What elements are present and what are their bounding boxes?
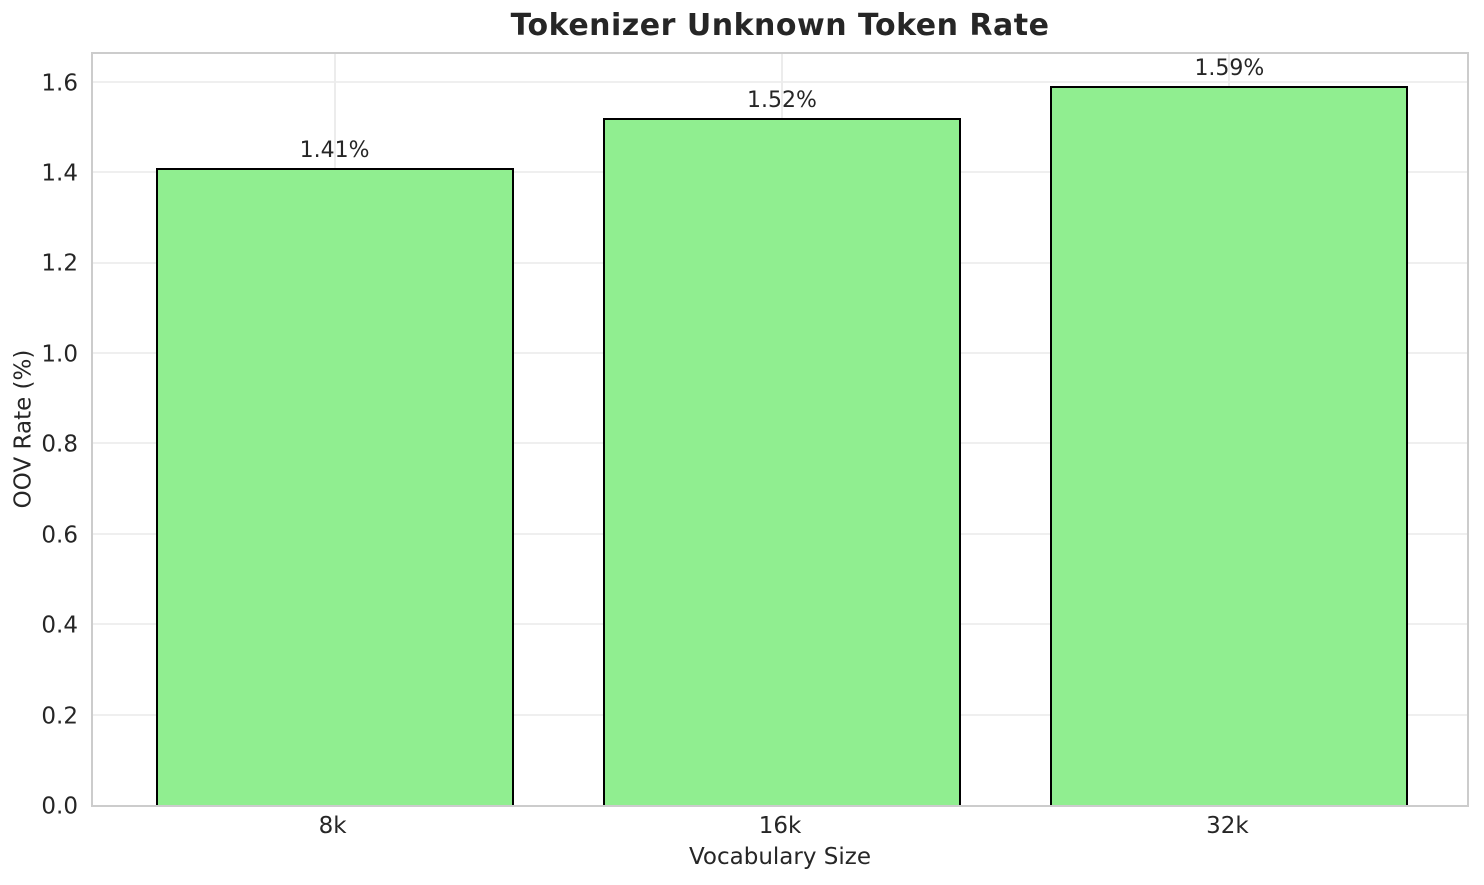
y-tick-1.4: 1.4: [41, 160, 78, 187]
x-tick-32k: 32k: [1206, 813, 1249, 839]
y-tick-1.0: 1.0: [41, 341, 78, 368]
plot-area: 1.41% 1.52% 1.59%: [91, 52, 1469, 807]
y-axis-label: OOV Rate (%): [10, 349, 37, 509]
chart-title: Tokenizer Unknown Token Rate: [510, 8, 1050, 43]
bar-value-label-16k: 1.52%: [747, 87, 817, 113]
y-tick-1.2: 1.2: [41, 250, 78, 277]
h-gridline-1.6: [93, 80, 1467, 83]
bar-32k: [1050, 86, 1409, 805]
bar-value-label-32k: 1.59%: [1194, 56, 1265, 82]
x-tick-8k: 8k: [318, 813, 347, 839]
y-tick-1.6: 1.6: [41, 70, 78, 97]
bar-16k: [603, 117, 961, 805]
bar-value-label-8k: 1.41%: [299, 137, 370, 163]
bar-8k: [155, 167, 514, 805]
y-tick-0.4: 0.4: [41, 612, 78, 639]
x-axis-label: Vocabulary Size: [688, 844, 871, 870]
y-tick-0.2: 0.2: [41, 703, 78, 730]
y-tick-0.6: 0.6: [41, 522, 78, 549]
y-tick-0.8: 0.8: [41, 431, 78, 458]
y-tick-0.0: 0.0: [41, 793, 78, 820]
x-tick-16k: 16k: [758, 813, 802, 839]
